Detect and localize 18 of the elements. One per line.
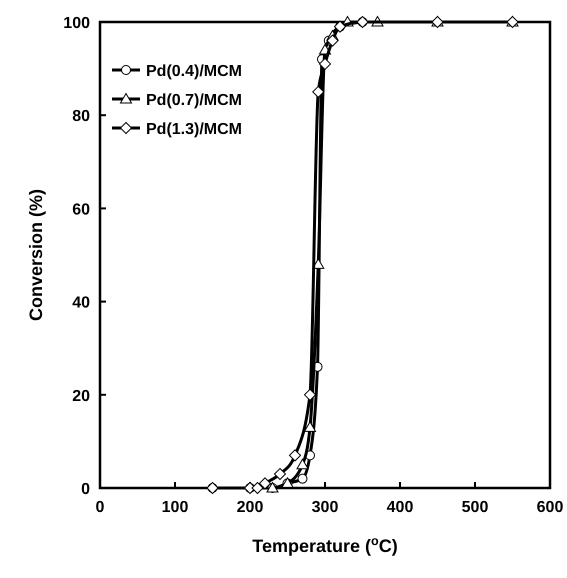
- y-axis-title: Conversion (%): [26, 188, 46, 322]
- y-tick-label: 60: [72, 201, 90, 218]
- x-tick-label: 500: [462, 499, 488, 516]
- legend-label: Pd(0.7)/MCM: [146, 92, 242, 109]
- x-axis-title: Temperature ($^{o}$C): [252, 534, 398, 556]
- y-tick-label: 0: [81, 481, 90, 498]
- legend-label: Pd(0.4)/MCM: [146, 63, 242, 80]
- x-tick-label: 600: [536, 499, 564, 516]
- y-tick-label: 40: [72, 294, 90, 312]
- y-tick-label: 80: [72, 108, 90, 126]
- x-tick-label: 300: [312, 499, 338, 516]
- x-tick-label: 100: [162, 499, 188, 516]
- x-tick-label: 200: [236, 499, 264, 516]
- y-tick-label: 20: [72, 388, 90, 405]
- x-tick-label: 0: [96, 499, 105, 516]
- y-tick-label: 100: [63, 15, 90, 32]
- x-tick-label: 400: [386, 499, 414, 516]
- legend-label: Pd(1.3)/MCM: [146, 121, 242, 138]
